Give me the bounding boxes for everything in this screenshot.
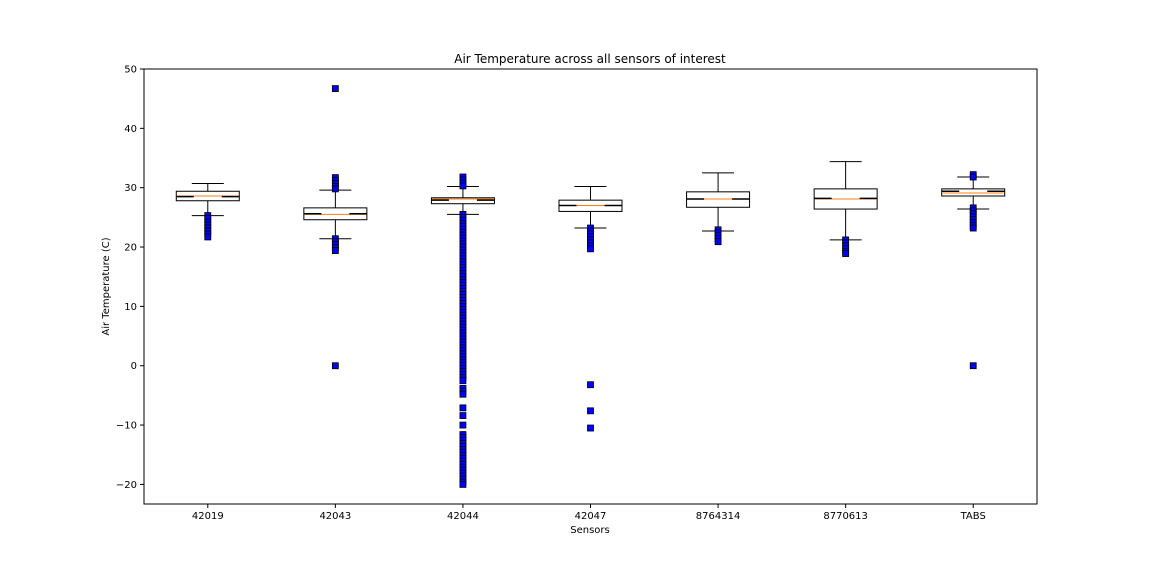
flier-point (459, 377, 467, 384)
y-tick-label: 10 (124, 302, 137, 313)
y-tick-label: 20 (124, 243, 137, 254)
flier-point (969, 224, 977, 232)
y-axis-label: Air Temperature (C) (101, 237, 112, 335)
box-8770613 (813, 161, 878, 257)
flier-point (204, 233, 212, 241)
flier-point (459, 390, 467, 398)
flier-point (587, 381, 594, 389)
box-8764314 (686, 172, 751, 246)
flier-point (714, 238, 722, 246)
flier-point (587, 245, 594, 253)
flier-point (459, 412, 467, 419)
flier-point (459, 404, 467, 412)
plot-area (175, 85, 1006, 488)
x-tick-label: 42043 (319, 511, 351, 522)
flier-point (331, 85, 339, 92)
y-axis: 50 40 30 20 10 0 −10 −20 (116, 65, 144, 491)
flier-point (842, 250, 850, 257)
x-tick-label: 42019 (192, 511, 224, 522)
y-tick-label: −10 (116, 421, 137, 432)
flier-point (459, 182, 467, 190)
flier-point (459, 481, 467, 488)
x-tick-label: 8764314 (696, 511, 741, 522)
flier-point (587, 407, 594, 415)
flier-point (331, 247, 339, 254)
x-tick-label: 8770613 (823, 511, 868, 522)
x-axis: 42019 42043 42044 42047 8764314 8770613 TABS (192, 504, 986, 522)
box-TABS (941, 171, 1006, 370)
x-tick-label: 42047 (575, 511, 607, 522)
flier-point (331, 362, 339, 370)
flier-point (331, 185, 339, 193)
y-tick-label: 0 (131, 361, 137, 372)
flier-point (587, 424, 594, 432)
y-tick-label: 30 (124, 183, 137, 194)
box-42043 (303, 85, 368, 370)
y-tick-label: −20 (116, 480, 137, 491)
y-tick-label: 40 (124, 124, 137, 135)
flier-point (969, 173, 977, 181)
x-tick-label: 42044 (447, 511, 479, 522)
x-axis-label: Sensors (570, 525, 610, 536)
flier-point (969, 362, 977, 370)
box-42047 (558, 186, 623, 432)
x-tick-label: TABS (960, 511, 986, 522)
flier-point (459, 421, 467, 429)
box-42044 (430, 173, 495, 488)
y-tick-label: 50 (124, 65, 137, 76)
chart-title: Air Temperature across all sensors of in… (454, 52, 726, 66)
box-body (941, 188, 1006, 197)
box-42019 (175, 183, 240, 241)
